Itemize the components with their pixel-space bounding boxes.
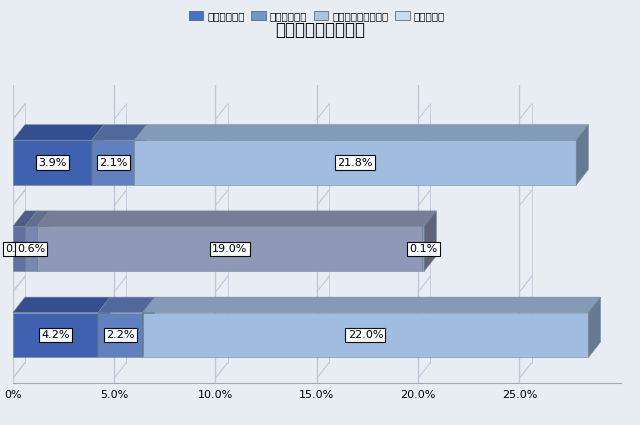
Polygon shape: [98, 297, 110, 357]
Polygon shape: [143, 297, 155, 357]
Polygon shape: [98, 313, 143, 357]
Polygon shape: [134, 125, 147, 185]
Text: 19.0%: 19.0%: [212, 244, 247, 254]
Text: 22.0%: 22.0%: [348, 330, 383, 340]
Polygon shape: [92, 125, 104, 185]
Polygon shape: [25, 211, 49, 227]
Text: 0.6%: 0.6%: [4, 244, 33, 254]
Polygon shape: [92, 140, 134, 185]
Polygon shape: [37, 227, 422, 271]
Polygon shape: [576, 125, 588, 185]
Polygon shape: [422, 227, 424, 271]
Polygon shape: [134, 125, 588, 140]
Text: 就業確保措置の内訳: 就業確保措置の内訳: [275, 21, 365, 39]
Polygon shape: [134, 140, 576, 185]
Polygon shape: [422, 211, 436, 227]
Polygon shape: [143, 313, 588, 357]
Polygon shape: [13, 211, 37, 227]
Polygon shape: [13, 125, 104, 140]
Polygon shape: [588, 297, 600, 357]
Polygon shape: [422, 211, 435, 271]
Polygon shape: [25, 211, 37, 271]
Polygon shape: [13, 313, 98, 357]
Polygon shape: [424, 211, 436, 271]
Text: 0.1%: 0.1%: [409, 244, 437, 254]
Text: 2.1%: 2.1%: [99, 158, 127, 167]
Polygon shape: [92, 125, 147, 140]
Text: 4.2%: 4.2%: [41, 330, 70, 340]
Polygon shape: [98, 297, 155, 313]
Text: 0.6%: 0.6%: [17, 244, 45, 254]
Text: 21.8%: 21.8%: [337, 158, 373, 167]
Legend: 定年制の廃止, 定年の引上げ, 継続雇用制度の導入, 創業支援等: 定年制の廃止, 定年の引上げ, 継続雇用制度の導入, 創業支援等: [184, 7, 449, 26]
Polygon shape: [13, 140, 92, 185]
Polygon shape: [37, 211, 435, 227]
Polygon shape: [13, 297, 110, 313]
Polygon shape: [143, 297, 600, 313]
Polygon shape: [37, 211, 49, 271]
Text: 3.9%: 3.9%: [38, 158, 67, 167]
Polygon shape: [25, 227, 37, 271]
Polygon shape: [13, 227, 25, 271]
Text: 2.2%: 2.2%: [106, 330, 134, 340]
